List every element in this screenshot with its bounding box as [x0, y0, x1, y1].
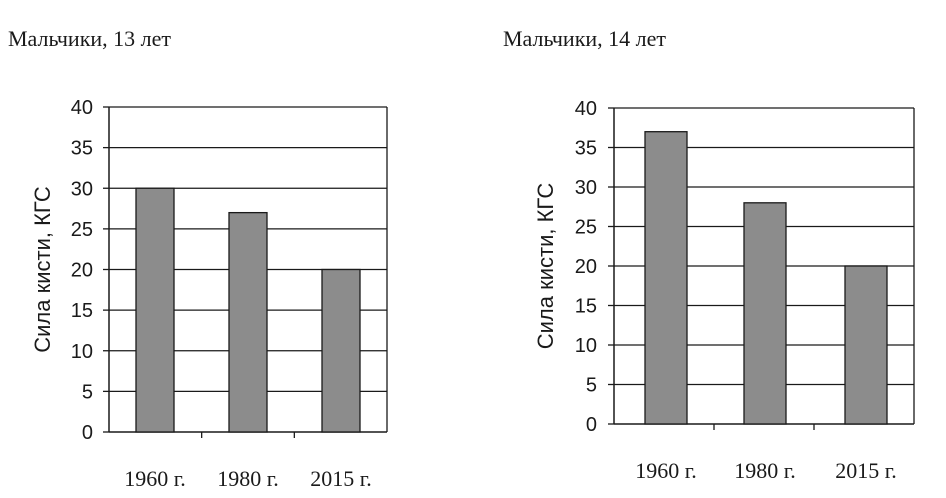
y-axis-label-13: Сила кисти, КГС: [30, 186, 55, 353]
xtick-label-14-2: 2015 г.: [835, 458, 897, 483]
ytick-label-14-20: 20: [575, 256, 597, 278]
xtick-label-14-0: 1960 г.: [635, 458, 697, 483]
ytick-label-14-5: 5: [586, 375, 597, 397]
ytick-label-13-10: 10: [71, 341, 93, 363]
ytick-label-14-40: 40: [575, 98, 597, 120]
ytick-label-13-15: 15: [71, 300, 93, 322]
bar-13-1: [228, 211, 268, 433]
xtick-label-13-2: 2015 г.: [310, 466, 372, 491]
bar-13-0: [135, 187, 175, 433]
ytick-label-13-5: 5: [82, 381, 93, 403]
ytick-label-14-15: 15: [575, 296, 597, 318]
xtick-label-13-0: 1960 г.: [124, 466, 186, 491]
ytick-label-14-35: 35: [575, 138, 597, 160]
chart-title-14: Мальчики, 14 лет: [503, 26, 667, 51]
ytick-label-14-30: 30: [575, 177, 597, 199]
y-axis-label-14: Сила кисти, КГС: [533, 183, 558, 350]
ytick-label-13-25: 25: [71, 219, 93, 241]
bar-14-1: [743, 202, 787, 425]
ytick-label-13-0: 0: [82, 422, 93, 444]
bar-13-2: [321, 268, 361, 433]
ytick-label-13-30: 30: [71, 178, 93, 200]
xtick-label-14-1: 1980 г.: [734, 458, 796, 483]
bar-14-2: [844, 265, 888, 425]
ytick-label-13-20: 20: [71, 260, 93, 282]
chart-title-13: Мальчики, 13 лет: [8, 26, 172, 51]
ytick-label-13-35: 35: [71, 138, 93, 160]
ytick-label-14-25: 25: [575, 217, 597, 239]
bar-14-0: [644, 131, 688, 425]
ytick-label-14-10: 10: [575, 335, 597, 357]
ytick-label-13-40: 40: [71, 97, 93, 119]
xtick-label-13-1: 1980 г.: [217, 466, 279, 491]
ytick-label-14-0: 0: [586, 414, 597, 436]
